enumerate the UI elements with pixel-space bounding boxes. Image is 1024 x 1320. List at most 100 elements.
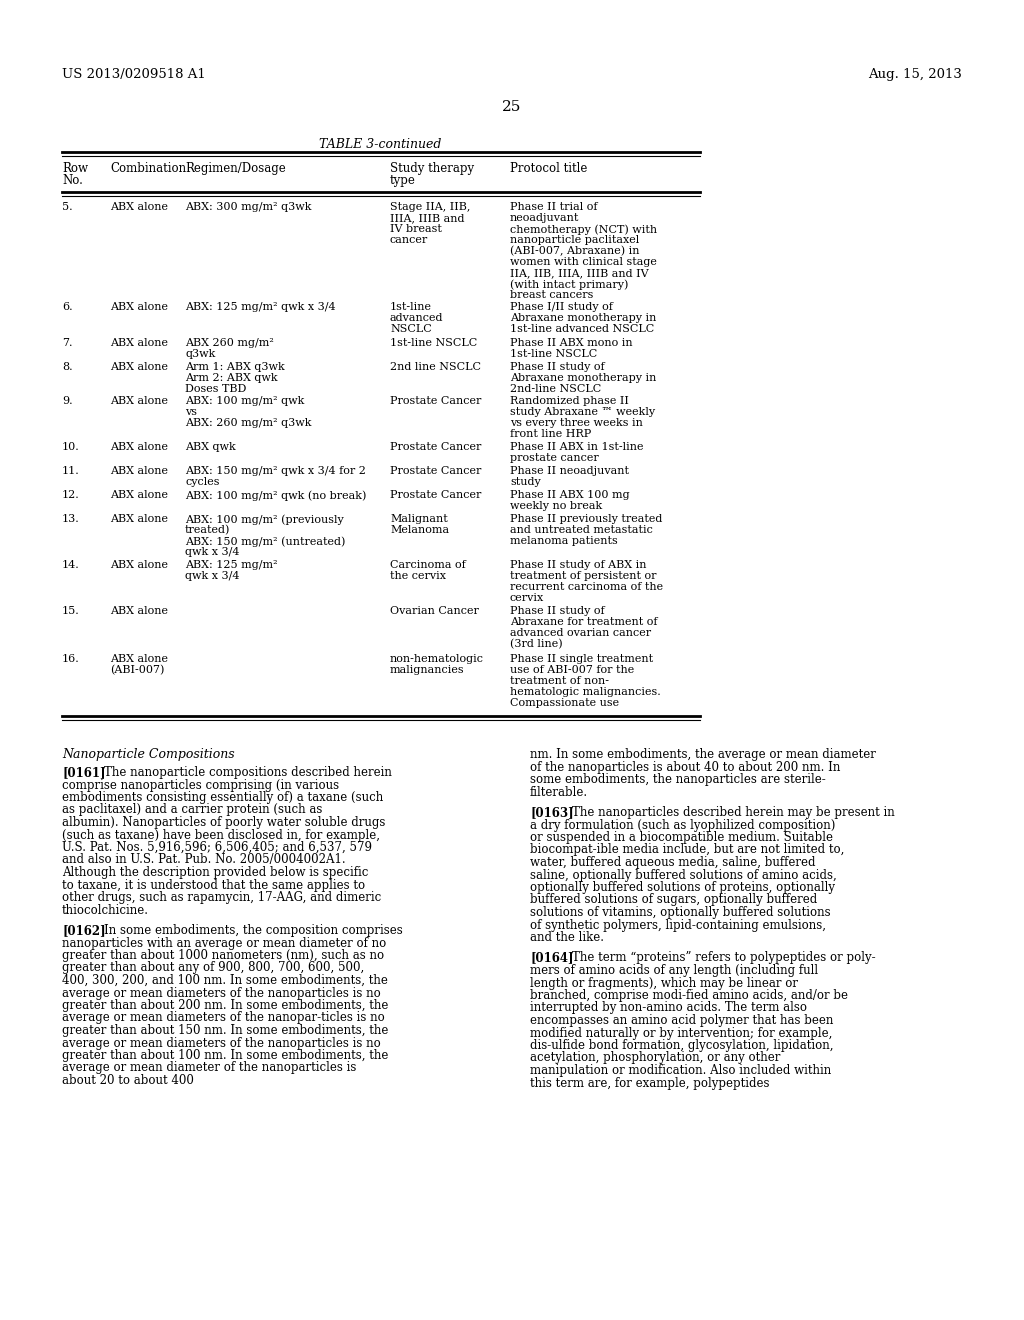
Text: vs every three weeks in: vs every three weeks in <box>510 418 643 428</box>
Text: mers of amino acids of any length (including full: mers of amino acids of any length (inclu… <box>530 964 818 977</box>
Text: greater than about 100 nm. In some embodiments, the: greater than about 100 nm. In some embod… <box>62 1049 388 1063</box>
Text: IIA, IIB, IIIA, IIIB and IV: IIA, IIB, IIIA, IIIB and IV <box>510 268 648 279</box>
Text: vs: vs <box>185 407 197 417</box>
Text: Randomized phase II: Randomized phase II <box>510 396 629 407</box>
Text: ABX alone: ABX alone <box>110 513 168 524</box>
Text: or suspended in a biocompatible medium. Suitable: or suspended in a biocompatible medium. … <box>530 832 833 843</box>
Text: Abraxane monotherapy in: Abraxane monotherapy in <box>510 374 656 383</box>
Text: Aug. 15, 2013: Aug. 15, 2013 <box>868 69 962 81</box>
Text: Phase II ABX mono in: Phase II ABX mono in <box>510 338 633 348</box>
Text: non-hematologic: non-hematologic <box>390 653 484 664</box>
Text: front line HRP: front line HRP <box>510 429 591 440</box>
Text: ABX alone: ABX alone <box>110 338 168 348</box>
Text: water, buffered aqueous media, saline, buffered: water, buffered aqueous media, saline, b… <box>530 855 815 869</box>
Text: TABLE 3-continued: TABLE 3-continued <box>318 139 441 150</box>
Text: U.S. Pat. Nos. 5,916,596; 6,506,405; and 6,537, 579: U.S. Pat. Nos. 5,916,596; 6,506,405; and… <box>62 841 372 854</box>
Text: ABX alone: ABX alone <box>110 560 168 570</box>
Text: Prostate Cancer: Prostate Cancer <box>390 442 481 451</box>
Text: albumin). Nanoparticles of poorly water soluble drugs: albumin). Nanoparticles of poorly water … <box>62 816 385 829</box>
Text: 8.: 8. <box>62 362 73 372</box>
Text: ABX: 125 mg/m²: ABX: 125 mg/m² <box>185 560 278 570</box>
Text: Ovarian Cancer: Ovarian Cancer <box>390 606 479 616</box>
Text: Carcinoma of: Carcinoma of <box>390 560 466 570</box>
Text: neoadjuvant: neoadjuvant <box>510 213 580 223</box>
Text: and the like.: and the like. <box>530 931 604 944</box>
Text: qwk x 3/4: qwk x 3/4 <box>185 546 240 557</box>
Text: to taxane, it is understood that the same applies to: to taxane, it is understood that the sam… <box>62 879 366 891</box>
Text: (ABI-007): (ABI-007) <box>110 665 165 676</box>
Text: 15.: 15. <box>62 606 80 616</box>
Text: Phase II neoadjuvant: Phase II neoadjuvant <box>510 466 629 477</box>
Text: Arm 1: ABX q3wk: Arm 1: ABX q3wk <box>185 362 285 372</box>
Text: 400, 300, 200, and 100 nm. In some embodiments, the: 400, 300, 200, and 100 nm. In some embod… <box>62 974 388 987</box>
Text: cervix: cervix <box>510 593 544 603</box>
Text: q3wk: q3wk <box>185 348 215 359</box>
Text: 13.: 13. <box>62 513 80 524</box>
Text: dis-ulfide bond formation, glycosylation, lipidation,: dis-ulfide bond formation, glycosylation… <box>530 1039 834 1052</box>
Text: Phase II ABX 100 mg: Phase II ABX 100 mg <box>510 490 630 500</box>
Text: Phase II ABX in 1st-line: Phase II ABX in 1st-line <box>510 442 643 451</box>
Text: Phase II study of: Phase II study of <box>510 606 604 616</box>
Text: Combination: Combination <box>110 162 186 176</box>
Text: 25: 25 <box>503 100 521 114</box>
Text: (such as taxane) have been disclosed in, for example,: (such as taxane) have been disclosed in,… <box>62 829 380 842</box>
Text: use of ABI-007 for the: use of ABI-007 for the <box>510 665 634 675</box>
Text: the cervix: the cervix <box>390 572 446 581</box>
Text: NSCLC: NSCLC <box>390 323 432 334</box>
Text: recurrent carcinoma of the: recurrent carcinoma of the <box>510 582 664 591</box>
Text: 11.: 11. <box>62 466 80 477</box>
Text: other drugs, such as rapamycin, 17-AAG, and dimeric: other drugs, such as rapamycin, 17-AAG, … <box>62 891 381 904</box>
Text: average or mean diameters of the nanoparticles is no: average or mean diameters of the nanopar… <box>62 1036 381 1049</box>
Text: Prostate Cancer: Prostate Cancer <box>390 466 481 477</box>
Text: Phase II previously treated: Phase II previously treated <box>510 513 663 524</box>
Text: 1st-line NSCLC: 1st-line NSCLC <box>510 348 597 359</box>
Text: Study therapy: Study therapy <box>390 162 474 176</box>
Text: and also in U.S. Pat. Pub. No. 2005/0004002A1.: and also in U.S. Pat. Pub. No. 2005/0004… <box>62 854 346 866</box>
Text: The nanoparticles described herein may be present in: The nanoparticles described herein may b… <box>572 807 895 818</box>
Text: filterable.: filterable. <box>530 785 588 799</box>
Text: 14.: 14. <box>62 560 80 570</box>
Text: (with intact primary): (with intact primary) <box>510 279 629 289</box>
Text: [0163]: [0163] <box>530 807 573 818</box>
Text: ABX 260 mg/m²: ABX 260 mg/m² <box>185 338 273 348</box>
Text: ABX: 125 mg/m² qwk x 3/4: ABX: 125 mg/m² qwk x 3/4 <box>185 302 336 312</box>
Text: advanced: advanced <box>390 313 443 323</box>
Text: a dry formulation (such as lyophilized composition): a dry formulation (such as lyophilized c… <box>530 818 836 832</box>
Text: Row: Row <box>62 162 88 176</box>
Text: greater than about 1000 nanometers (nm), such as no: greater than about 1000 nanometers (nm),… <box>62 949 384 962</box>
Text: treated): treated) <box>185 525 230 536</box>
Text: malignancies: malignancies <box>390 665 465 675</box>
Text: [0162]: [0162] <box>62 924 105 937</box>
Text: and untreated metastatic: and untreated metastatic <box>510 525 653 535</box>
Text: nm. In some embodiments, the average or mean diameter: nm. In some embodiments, the average or … <box>530 748 876 762</box>
Text: 1st-line advanced NSCLC: 1st-line advanced NSCLC <box>510 323 654 334</box>
Text: greater than about any of 900, 800, 700, 600, 500,: greater than about any of 900, 800, 700,… <box>62 961 365 974</box>
Text: about 20 to about 400: about 20 to about 400 <box>62 1074 194 1086</box>
Text: Although the description provided below is specific: Although the description provided below … <box>62 866 369 879</box>
Text: Abraxane for treatment of: Abraxane for treatment of <box>510 616 657 627</box>
Text: Malignant: Malignant <box>390 513 447 524</box>
Text: average or mean diameters of the nanopar-ticles is no: average or mean diameters of the nanopar… <box>62 1011 385 1024</box>
Text: Prostate Cancer: Prostate Cancer <box>390 490 481 500</box>
Text: type: type <box>390 174 416 187</box>
Text: women with clinical stage: women with clinical stage <box>510 257 656 267</box>
Text: ABX alone: ABX alone <box>110 396 168 407</box>
Text: saline, optionally buffered solutions of amino acids,: saline, optionally buffered solutions of… <box>530 869 837 882</box>
Text: cycles: cycles <box>185 477 219 487</box>
Text: 6.: 6. <box>62 302 73 312</box>
Text: ABX: 100 mg/m² qwk (no break): ABX: 100 mg/m² qwk (no break) <box>185 490 367 500</box>
Text: length or fragments), which may be linear or: length or fragments), which may be linea… <box>530 977 798 990</box>
Text: 2nd-line NSCLC: 2nd-line NSCLC <box>510 384 601 393</box>
Text: [0164]: [0164] <box>530 952 573 965</box>
Text: hematologic malignancies.: hematologic malignancies. <box>510 686 660 697</box>
Text: IV breast: IV breast <box>390 224 442 234</box>
Text: 7.: 7. <box>62 338 73 348</box>
Text: ABX: 260 mg/m² q3wk: ABX: 260 mg/m² q3wk <box>185 418 311 428</box>
Text: ABX: 100 mg/m² qwk: ABX: 100 mg/m² qwk <box>185 396 304 407</box>
Text: Doses TBD: Doses TBD <box>185 384 247 393</box>
Text: 16.: 16. <box>62 653 80 664</box>
Text: No.: No. <box>62 174 83 187</box>
Text: ABX: 100 mg/m² (previously: ABX: 100 mg/m² (previously <box>185 513 344 524</box>
Text: nanoparticle paclitaxel: nanoparticle paclitaxel <box>510 235 639 246</box>
Text: cancer: cancer <box>390 235 428 246</box>
